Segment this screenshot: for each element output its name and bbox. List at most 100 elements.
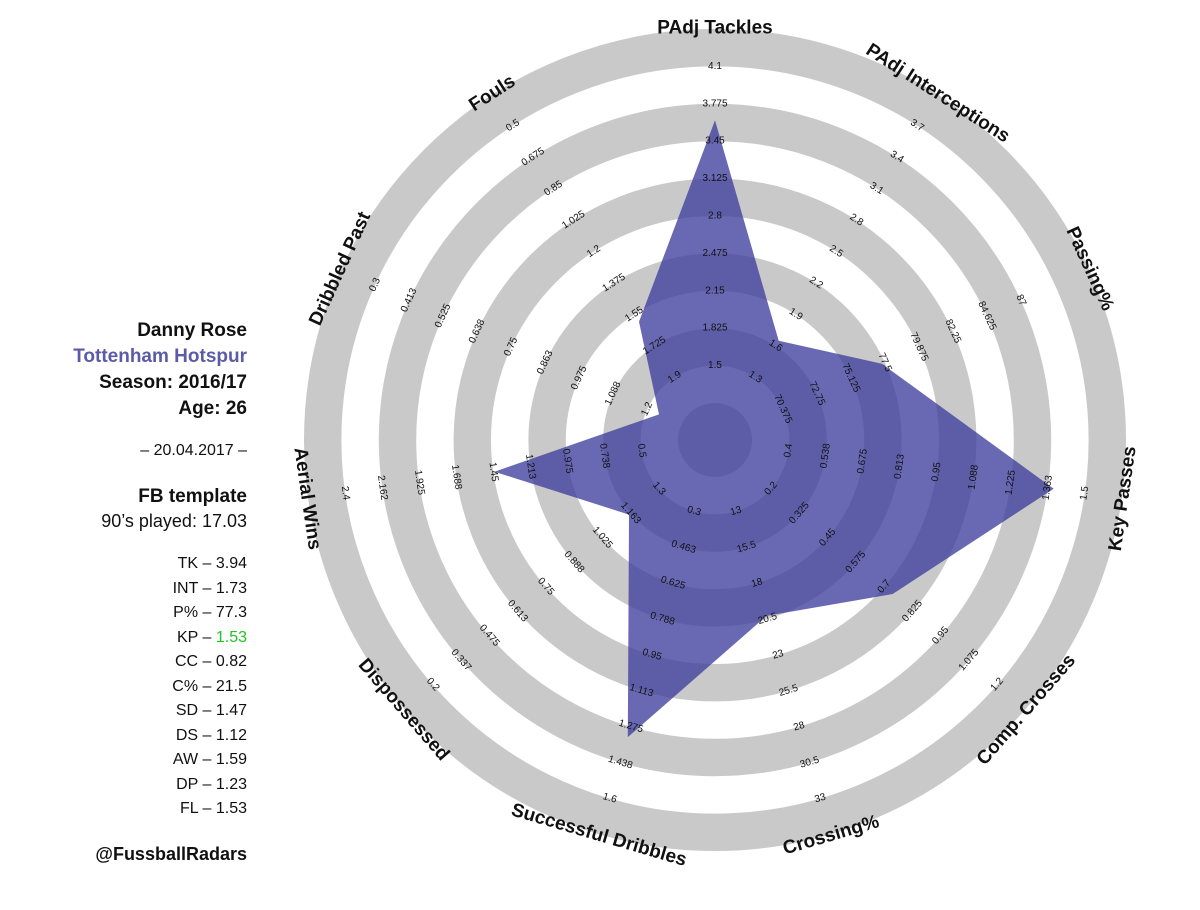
- tick-label: 20.5: [757, 611, 779, 627]
- radar-data-polygon: [494, 120, 1054, 738]
- tick-label: 1.45: [486, 461, 500, 482]
- stat-separator: –: [198, 579, 216, 597]
- template-label: FB template: [138, 486, 247, 507]
- stat-abbr: AW: [172, 751, 199, 768]
- tick-label: 2.15: [705, 285, 725, 296]
- stat-value: 1.12: [215, 726, 247, 744]
- stat-abbr: INT: [172, 579, 199, 597]
- tick-label: 1.688: [449, 464, 464, 491]
- tick-label: 2.162: [375, 475, 390, 502]
- stat-value: 3.94: [215, 555, 247, 572]
- axis-label: PAdj Tackles: [657, 18, 772, 39]
- team-name: Tottenham Hotspur: [73, 346, 247, 367]
- stat-row: DP – 1.23: [0, 773, 247, 798]
- tick-label: 0.3: [367, 276, 383, 294]
- radar-ring-band: [304, 29, 1126, 851]
- stat-row: FL – 1.53: [0, 797, 247, 822]
- minutes-played-label: 90’s played: 17.03: [101, 511, 247, 531]
- tick-label: 0.5: [635, 443, 648, 459]
- tick-label: 1.925: [412, 469, 427, 496]
- tick-label: 13: [729, 504, 743, 518]
- stat-abbr: CC: [174, 653, 199, 670]
- tick-label: 0.538: [818, 442, 833, 469]
- age-label: Age: 26: [178, 398, 247, 419]
- tick-label: 33: [813, 792, 827, 806]
- stat-separator: –: [198, 800, 216, 817]
- stat-abbr: SD: [175, 702, 199, 719]
- tick-label: 25.5: [778, 683, 800, 699]
- stat-value: 1.53: [215, 628, 247, 646]
- stat-separator: –: [198, 604, 216, 621]
- stat-row: DS – 1.12: [0, 724, 247, 749]
- stat-value: 1.23: [215, 775, 247, 793]
- tick-label: 23: [771, 648, 785, 662]
- stat-abbr: KP: [177, 628, 199, 646]
- tick-label: 2.475: [702, 248, 727, 259]
- tick-label: 28: [792, 720, 806, 734]
- tick-label: 0.738: [597, 443, 612, 470]
- tick-label: 18: [750, 576, 764, 590]
- stat-separator: –: [198, 702, 216, 719]
- tick-label: 4.1: [708, 61, 722, 72]
- stat-separator: –: [198, 726, 216, 744]
- tick-label: 1.5: [1078, 485, 1091, 501]
- stat-separator: –: [198, 555, 216, 572]
- stat-row: C% – 21.5: [0, 675, 247, 700]
- stat-abbr: C%: [172, 677, 199, 695]
- tick-label: 0.95: [930, 461, 944, 482]
- player-name: Danny Rose: [137, 320, 247, 341]
- stat-value: 1.73: [215, 579, 247, 597]
- stat-separator: –: [198, 653, 216, 670]
- tick-label: 3.45: [705, 136, 725, 147]
- stat-value: 1.59: [215, 751, 247, 768]
- stat-row: SD – 1.47: [0, 699, 247, 724]
- tick-label: 87: [1013, 293, 1028, 308]
- season-label: Season: 2016/17: [99, 372, 247, 393]
- tick-label: 1.213: [523, 453, 538, 480]
- stat-value: 21.5: [215, 677, 247, 695]
- tick-label: 1.2: [639, 400, 655, 418]
- tick-label: 1.088: [966, 464, 981, 491]
- stat-value: 1.53: [215, 800, 247, 817]
- tick-label: 1.825: [702, 323, 727, 334]
- tick-label: 1.6: [601, 791, 618, 806]
- tick-label: 15.5: [736, 539, 758, 555]
- tick-label: 1.363: [1041, 474, 1056, 501]
- stat-value: 1.47: [215, 702, 247, 719]
- tick-label: 0.813: [892, 453, 907, 480]
- stat-row: CC – 0.82: [0, 650, 247, 675]
- tick-label: 3.775: [702, 98, 727, 109]
- stat-separator: –: [198, 677, 216, 695]
- stat-separator: –: [198, 628, 216, 646]
- stat-row: TK – 3.94: [0, 552, 247, 577]
- tick-label: 0.4: [782, 443, 795, 459]
- date-label: – 20.04.2017 –: [140, 442, 247, 459]
- stat-abbr: DP: [176, 775, 199, 793]
- tick-label: 0.95: [641, 647, 663, 663]
- stat-row: INT – 1.73: [0, 577, 247, 602]
- stat-row: P% – 77.3: [0, 601, 247, 626]
- tick-label: 3.125: [702, 173, 727, 184]
- stat-abbr: DS: [175, 726, 199, 744]
- tick-label: 0.3: [686, 504, 703, 519]
- player-info-panel: Danny Rose Tottenham Hotspur Season: 201…: [0, 318, 247, 865]
- stat-value: 0.82: [215, 653, 247, 670]
- tick-label: 0.975: [560, 448, 575, 475]
- stat-row: KP – 1.53: [0, 626, 247, 651]
- stat-abbr: P%: [173, 604, 199, 621]
- stat-row: AW – 1.59: [0, 748, 247, 773]
- stat-separator: –: [198, 775, 216, 793]
- tick-label: 30.5: [799, 754, 821, 770]
- tick-label: 1.5: [708, 360, 722, 371]
- tick-label: 1.225: [1004, 469, 1019, 496]
- stat-separator: –: [198, 751, 216, 768]
- tick-label: 2.8: [708, 211, 722, 222]
- stat-value: 77.3: [215, 604, 247, 621]
- tick-label: 0.675: [855, 448, 870, 475]
- twitter-handle: @FussballRadars: [95, 843, 247, 864]
- stat-abbr: TK: [177, 555, 199, 572]
- stat-list: TK – 3.94 INT – 1.73 P% – 77.3 KP – 1.53 CC …: [0, 552, 247, 822]
- tick-label: 2.4: [339, 486, 352, 502]
- stat-abbr: FL: [179, 800, 199, 817]
